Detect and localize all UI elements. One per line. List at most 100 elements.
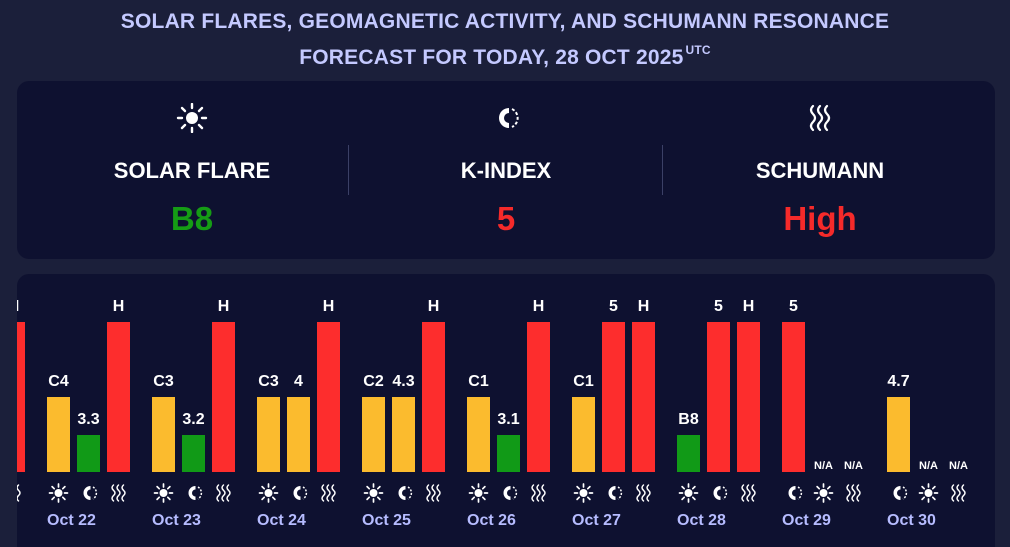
bar-wave xyxy=(317,322,340,472)
bar-label: 5 xyxy=(609,298,618,315)
bar-wave xyxy=(632,322,655,472)
bar-magnet xyxy=(287,397,310,472)
bar-label: C2 xyxy=(363,373,384,390)
sun-icon xyxy=(363,483,384,503)
wave-icon xyxy=(111,484,126,502)
bar-label: 3.3 xyxy=(77,411,99,428)
solar-flare-label: SOLAR FLARE xyxy=(113,158,271,183)
k-index-label: K-INDEX xyxy=(460,158,552,183)
wave-icon xyxy=(426,484,441,502)
bar-wave xyxy=(17,322,25,472)
day-group: B8 5 H Oct 28 xyxy=(677,298,760,529)
schumann-summary: SCHUMANN High xyxy=(657,81,983,259)
day-group: 5 N/A N/A Oct 29 xyxy=(782,298,863,529)
bar-label: H xyxy=(533,298,545,315)
k-index-summary: K-INDEX 5 xyxy=(343,81,669,259)
bar-label: 4.7 xyxy=(887,373,909,390)
bar-sun xyxy=(572,397,595,472)
magnet-icon xyxy=(499,108,519,128)
day-group: C1 3.1 H Oct 26 xyxy=(467,298,550,529)
bar-label-na: N/A xyxy=(949,460,968,472)
wave-icon xyxy=(216,484,231,502)
forecast-chart-svg: H C4 3.3 H Oct 22 C3 3.2 H Oct 23 C3 4 H Oct 24 C2 4.3… xyxy=(17,298,968,529)
forecast-chart: H C4 3.3 H Oct 22 C3 3.2 H Oct 23 C3 4 H Oct 24 C2 4.3… xyxy=(17,274,995,547)
sun-icon xyxy=(813,483,834,503)
bar-label: 4 xyxy=(294,373,303,390)
k-index-value: 5 xyxy=(496,200,516,237)
bar-sun xyxy=(677,435,700,472)
sun-icon xyxy=(918,483,939,503)
solar-flare-value: B8 xyxy=(170,200,214,237)
bar-label: 5 xyxy=(789,298,798,315)
bar-label: C1 xyxy=(468,373,489,390)
bar-label-na: N/A xyxy=(919,460,938,472)
magnet-icon xyxy=(788,486,803,500)
bar-label: C3 xyxy=(153,373,174,390)
sun-icon xyxy=(678,483,699,503)
divider xyxy=(662,145,663,195)
day-label: Oct 27 xyxy=(572,512,621,529)
title-line-2: FORECAST FOR TODAY, 28 OCT 2025 UTC xyxy=(0,36,1010,72)
schumann-value: High xyxy=(783,200,857,237)
day-label: Oct 26 xyxy=(467,512,516,529)
sun-icon xyxy=(48,483,69,503)
bar-magnet xyxy=(392,397,415,472)
wave-icon xyxy=(951,484,966,502)
wave-icon xyxy=(531,484,546,502)
bar-wave xyxy=(737,322,760,472)
bar-label: 3.1 xyxy=(497,411,519,428)
day-group: C1 5 H Oct 27 xyxy=(572,298,655,529)
bar-magnet xyxy=(602,322,625,472)
bar-label: H xyxy=(743,298,755,315)
sun-icon xyxy=(258,483,279,503)
bar-sun xyxy=(362,397,385,472)
summary-panel: SOLAR FLARE B8 K-INDEX 5 SCHUMANN High xyxy=(17,81,995,259)
magnet-icon xyxy=(503,486,518,500)
day-label: Oct 29 xyxy=(782,512,831,529)
bar-label-na: N/A xyxy=(844,460,863,472)
day-label: Oct 30 xyxy=(887,512,936,529)
bar-label: H xyxy=(218,298,230,315)
bar-label: H xyxy=(323,298,335,315)
bar-label: C4 xyxy=(48,373,69,390)
bar-wave xyxy=(107,322,130,472)
bar-magnet xyxy=(77,435,100,472)
magnet-icon xyxy=(83,486,98,500)
title-line-1: SOLAR FLARES, GEOMAGNETIC ACTIVITY, AND … xyxy=(120,10,890,33)
bar-magnet xyxy=(497,435,520,472)
bar-magnet xyxy=(182,435,205,472)
sun-icon xyxy=(573,483,594,503)
day-label: Oct 22 xyxy=(47,512,96,529)
wave-icon xyxy=(321,484,336,502)
bar-label: H xyxy=(17,298,19,315)
bar-label-na: N/A xyxy=(814,460,833,472)
sun-icon xyxy=(176,103,208,133)
day-group: C3 3.2 H Oct 23 xyxy=(152,298,235,529)
bar-magnet xyxy=(707,322,730,472)
divider xyxy=(348,145,349,195)
title-line-2-text: FORECAST FOR TODAY, 28 OCT 2025 xyxy=(299,46,684,69)
bar-label: H xyxy=(113,298,125,315)
day-group: C2 4.3 H Oct 25 xyxy=(362,298,445,529)
bar-wave xyxy=(422,322,445,472)
bar-label: 5 xyxy=(714,298,723,315)
bar-label: 4.3 xyxy=(392,373,414,390)
schumann-label: SCHUMANN xyxy=(755,158,885,183)
bar-label: C3 xyxy=(258,373,279,390)
bar-sun xyxy=(47,397,70,472)
bar-wave xyxy=(212,322,235,472)
wave-icon xyxy=(17,484,21,502)
bar-magnet xyxy=(782,322,805,472)
magnet-icon xyxy=(893,486,908,500)
bar-sun xyxy=(467,397,490,472)
bar-sun xyxy=(257,397,280,472)
magnet-icon xyxy=(608,486,623,500)
day-group: C3 4 H Oct 24 xyxy=(257,298,340,529)
bar-magnet xyxy=(887,397,910,472)
bar-label: H xyxy=(428,298,440,315)
day-group: H xyxy=(17,298,25,502)
bar-label: 3.2 xyxy=(182,411,204,428)
wave-icon xyxy=(741,484,756,502)
solar-flare-summary: SOLAR FLARE B8 xyxy=(29,81,355,259)
magnet-icon xyxy=(713,486,728,500)
